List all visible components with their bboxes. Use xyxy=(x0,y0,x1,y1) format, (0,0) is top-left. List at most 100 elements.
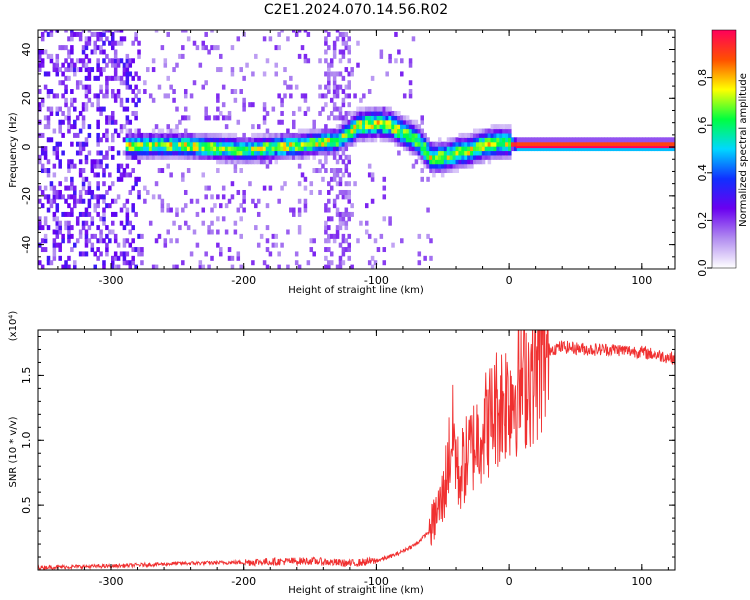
spectrogram-cell xyxy=(499,141,503,147)
spectrogram-cell xyxy=(251,124,255,130)
spectrogram-cell xyxy=(513,146,518,152)
spectrogram-cell xyxy=(493,150,497,156)
spectrogram-cell xyxy=(105,132,109,138)
spectrogram-cell xyxy=(654,137,658,143)
spectrogram-cell xyxy=(181,172,185,178)
spectrogram-cell xyxy=(548,137,553,143)
spectrogram-cell xyxy=(157,132,162,138)
spectrogram-cell xyxy=(99,67,103,73)
spectrogram-cell xyxy=(420,119,424,125)
spectrogram-cell xyxy=(81,181,86,187)
spectrogram-cell xyxy=(575,146,579,152)
spectrogram-cell xyxy=(96,97,100,103)
spectrogram-cell xyxy=(329,137,334,143)
spectrogram-cell xyxy=(478,137,483,143)
spectrogram-cell xyxy=(309,141,314,147)
spectrogram-cell xyxy=(154,146,159,152)
spectrogram-cell xyxy=(394,137,398,143)
spectrogram-cell xyxy=(137,89,141,95)
spectrogram-cell xyxy=(131,225,135,231)
spectrogram-cell xyxy=(116,176,121,182)
spectrogram-cell xyxy=(78,31,83,37)
spectrogram-cell xyxy=(239,264,243,269)
spectrogram-cell xyxy=(338,211,343,217)
spectrogram-cell xyxy=(134,71,138,77)
spectrogram-cell xyxy=(613,141,617,147)
spectrogram-cell xyxy=(335,150,340,156)
spectrogram-cell xyxy=(137,146,141,152)
spectrogram-cell xyxy=(49,31,54,37)
spectrogram-cell xyxy=(125,62,130,68)
spectrogram-cell xyxy=(294,146,299,152)
spectrogram-cell xyxy=(338,58,343,64)
spectrogram-cell xyxy=(300,132,305,138)
spectrogram-cell xyxy=(274,141,279,147)
spectrogram-cell xyxy=(239,150,243,156)
spectrogram-cell xyxy=(481,132,486,138)
spectrogram-cell xyxy=(443,168,448,174)
spectrogram-cell xyxy=(376,128,381,134)
spectrogram-cell xyxy=(137,40,141,46)
spectrogram-cell xyxy=(70,194,74,200)
spectrogram-cell xyxy=(411,128,416,134)
spectrogram-cell xyxy=(262,102,267,108)
spectrogram-cell xyxy=(122,67,127,73)
spectrogram-cell xyxy=(341,31,346,37)
spectrogram-cell xyxy=(204,185,208,191)
spectrogram-cell xyxy=(49,106,54,112)
spectrogram-cell xyxy=(344,146,349,152)
spectrogram-cell xyxy=(195,137,200,143)
spectrogram-cell xyxy=(294,154,299,160)
spectrogram-cell xyxy=(283,150,287,156)
spectrogram-cell xyxy=(52,194,57,200)
spectrogram-cell xyxy=(268,132,273,138)
spectrogram-cell xyxy=(484,141,489,147)
spectrogram-cell xyxy=(90,168,95,174)
spectrogram-cell xyxy=(359,132,363,138)
spectrogram-cell xyxy=(367,110,372,116)
spectrogram-cell xyxy=(338,216,343,222)
spectrogram-cell xyxy=(137,233,141,239)
spectrogram-cell xyxy=(373,260,378,266)
spectrogram-cell xyxy=(344,141,349,147)
spectrogram-cell xyxy=(113,97,118,103)
spectrogram-cell xyxy=(204,45,208,51)
spectrogram-cell xyxy=(350,137,354,143)
spectrogram-cell xyxy=(297,146,302,152)
spectrogram-cell xyxy=(271,146,276,152)
spectrogram-cell xyxy=(210,255,214,261)
spectrogram-cell xyxy=(321,163,325,169)
snr-series-line xyxy=(38,330,675,570)
spectrogram-cell xyxy=(475,150,480,156)
spectrogram-cell xyxy=(78,110,83,116)
spectrogram-cell xyxy=(40,247,45,253)
spectrogram-cell xyxy=(99,31,103,37)
spectrogram-cell xyxy=(303,198,308,204)
spectrogram-cell xyxy=(58,80,62,86)
spectrogram-cell xyxy=(277,141,281,147)
spectrogram-cell xyxy=(195,198,200,204)
spectrogram-cell xyxy=(43,220,48,226)
spectrogram-cell xyxy=(125,67,130,73)
spectrogram-cell xyxy=(292,207,296,213)
spectrogram-cell xyxy=(160,203,165,209)
spectrogram-cell xyxy=(318,150,322,156)
spectrogram-cell xyxy=(464,154,468,160)
spectrogram-cell xyxy=(347,233,351,239)
spectrogram-cell xyxy=(362,124,366,130)
spectrogram-cell xyxy=(382,260,387,266)
spectrogram-cell xyxy=(78,194,83,200)
spectrogram-cell xyxy=(280,132,284,138)
spectrogram-cell xyxy=(75,198,80,204)
spectrogram-cell xyxy=(105,84,109,90)
spectrogram-cell xyxy=(216,106,220,112)
spectrogram-cell xyxy=(327,80,331,86)
spectrogram-cell xyxy=(493,146,497,152)
spectrogram-cell xyxy=(99,49,103,55)
spectrogram-cell xyxy=(157,194,162,200)
spectrogram-cell xyxy=(467,159,471,165)
spectrogram-cell xyxy=(364,106,369,112)
spectrogram-cell xyxy=(440,146,445,152)
spectrogram-cell xyxy=(414,137,419,143)
spectrogram-cell xyxy=(242,141,246,147)
